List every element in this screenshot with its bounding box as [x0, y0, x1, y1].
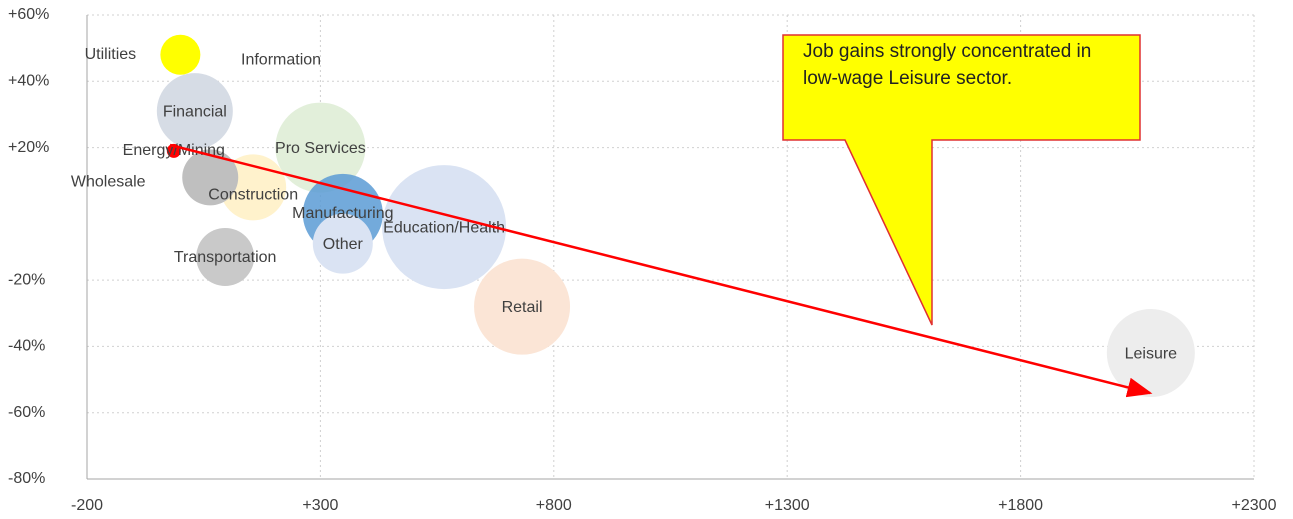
y-tick-label: -80%	[8, 470, 45, 487]
y-tick-label: -40%	[8, 338, 45, 355]
x-tick-label: -200	[71, 497, 103, 514]
bubble-label: Other	[323, 236, 364, 253]
bubble	[382, 165, 507, 290]
bubble-label: Pro Services	[275, 140, 366, 157]
bubble-label: Leisure	[1125, 345, 1178, 362]
y-tick-label: +40%	[8, 73, 49, 90]
bubble	[156, 73, 233, 150]
bubble-label: Construction	[208, 187, 298, 204]
bubble-label: Transportation	[174, 249, 277, 266]
y-tick-label: +60%	[8, 6, 49, 23]
bubble-label: Manufacturing	[292, 205, 393, 222]
y-tick-label: -60%	[8, 404, 45, 421]
x-tick-label: +2300	[1232, 497, 1277, 514]
bubble	[196, 227, 255, 286]
bubble-label: Utilities	[85, 46, 137, 63]
bubble-label: Energy/Mining	[123, 142, 225, 159]
bubble-label: Retail	[502, 299, 543, 316]
y-tick-label: -20%	[8, 271, 45, 288]
y-tick-label: +20%	[8, 139, 49, 156]
bubble	[1106, 309, 1195, 398]
x-tick-label: +1800	[998, 497, 1043, 514]
bubble-label: Education/Health	[383, 219, 505, 236]
bubble-label: Information	[241, 51, 321, 68]
x-tick-label: +300	[302, 497, 338, 514]
x-tick-label: +1300	[765, 497, 810, 514]
bubble-label: Financial	[163, 103, 227, 120]
callout	[782, 34, 1141, 326]
x-tick-label: +800	[536, 497, 572, 514]
bubble	[474, 258, 571, 355]
bubble	[175, 48, 196, 69]
callout-text: Job gains strongly concentrated in low-w…	[803, 41, 1092, 89]
bubble	[275, 102, 366, 193]
bubble	[182, 149, 239, 206]
bubble-label: Wholesale	[71, 174, 146, 191]
bubble	[312, 213, 373, 274]
trend-arrow	[169, 143, 1153, 398]
